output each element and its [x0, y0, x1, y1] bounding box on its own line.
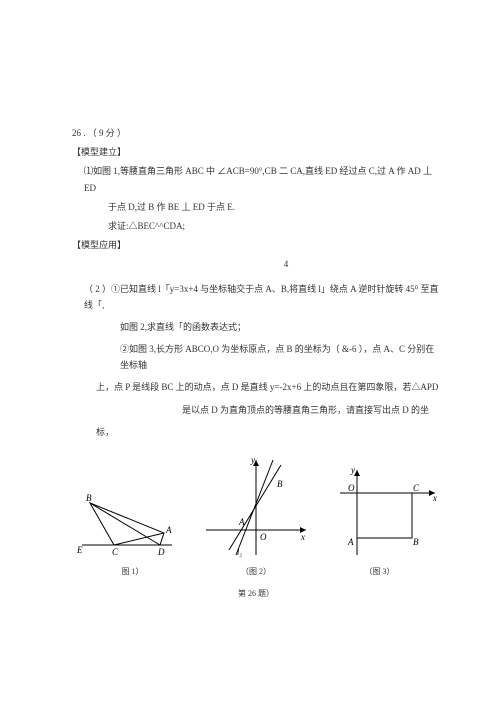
- svg-text:O: O: [260, 532, 267, 542]
- svg-text:x: x: [432, 493, 437, 503]
- q2-line5: 是以点 D 为直角顶点的等腰直角三角形，请直接写出点 D 的坐: [72, 402, 440, 418]
- fig2-label: （图 2）: [201, 565, 311, 579]
- q2-tail: 标，: [72, 424, 440, 440]
- q2-line2: 如图 2,求直线「的函数表达式；: [72, 319, 440, 335]
- svg-text:A: A: [238, 517, 245, 527]
- svg-text:y: y: [250, 455, 255, 465]
- q1-line3: 求证:△BEC^^CDA;: [72, 218, 440, 234]
- q2-line4: 上，点 P 是线段 BC 上的动点，点 D 是直线 y=-2x+6 上的动点且在…: [72, 379, 440, 395]
- figure-2-svg: y B x O A l₂: [201, 455, 311, 560]
- svg-text:B: B: [86, 493, 92, 503]
- svg-text:l₂: l₂: [237, 548, 242, 557]
- figure-labels-row: 图 1） （图 2） （图 3）: [72, 565, 440, 579]
- svg-text:A: A: [347, 537, 354, 547]
- fig3-label: （图 3）: [327, 565, 432, 579]
- figure-2: y B x O A l₂: [201, 455, 311, 560]
- svg-text:C: C: [112, 547, 119, 557]
- svg-text:y: y: [350, 465, 355, 475]
- svg-text:C: C: [413, 483, 420, 493]
- figure-1: B A E C D: [72, 485, 177, 560]
- section1-title: 【模型建立】: [72, 144, 440, 160]
- q1-line1: ⑴如图 1,等腰直角三角形 ABC 中 ∠ACB=90°,CB 二 CA,直线 …: [72, 163, 440, 195]
- svg-text:x: x: [300, 532, 305, 542]
- figure-3: y O C x A B: [335, 465, 440, 560]
- section2-title: 【模型应用】: [72, 237, 440, 253]
- problem-number: 26 . （ 9 分 ）: [72, 125, 440, 141]
- figures-row: B A E C D y B x O A l₂: [72, 455, 440, 560]
- svg-text:B: B: [277, 479, 283, 489]
- centered-num: 4: [72, 256, 440, 272]
- bottom-caption: 第 26 题）: [72, 587, 440, 601]
- svg-text:A: A: [165, 525, 172, 535]
- svg-text:D: D: [157, 547, 165, 557]
- fig1-label: 图 1）: [80, 565, 185, 579]
- q2-line1: （ 2 ）①已知直线 l「y=3x+4 与坐标轴交于点 A、B,将直线 l」绕点…: [72, 281, 440, 313]
- figure-1-svg: B A E C D: [72, 485, 177, 560]
- svg-text:O: O: [348, 483, 355, 493]
- q2-line3: ②如图 3,长方形 ABCO,O 为坐标原点，点 B 的坐标为（ &-6 ），点…: [72, 341, 440, 373]
- figure-3-svg: y O C x A B: [335, 465, 440, 560]
- svg-text:B: B: [413, 537, 419, 547]
- q1-line2: 于点 D,过 B 作 BE 丄 ED 于点 E.: [72, 199, 440, 215]
- svg-text:E: E: [76, 545, 83, 555]
